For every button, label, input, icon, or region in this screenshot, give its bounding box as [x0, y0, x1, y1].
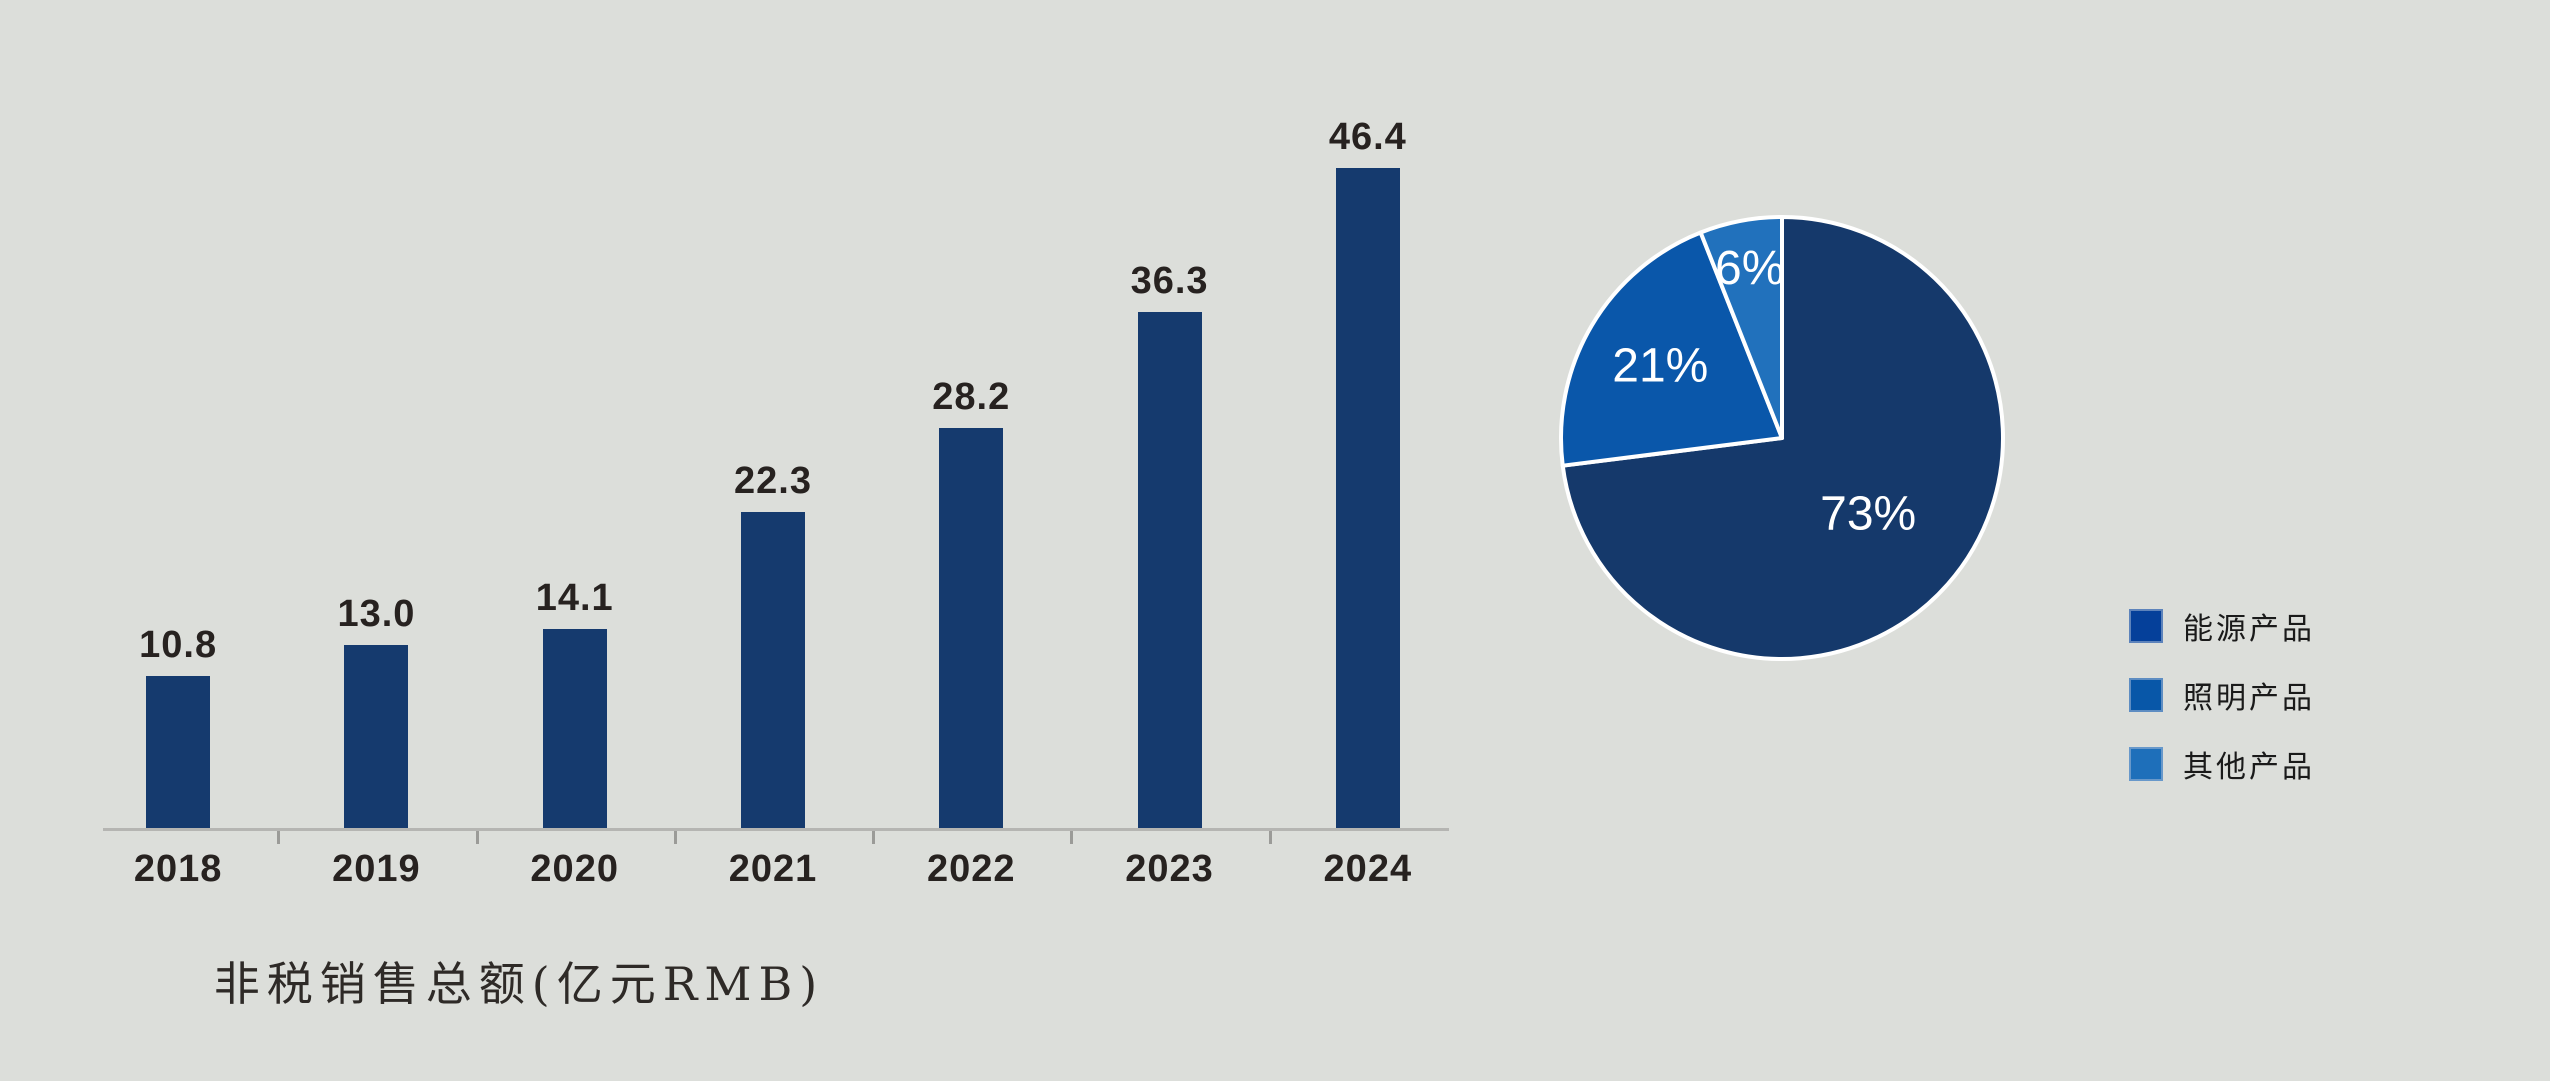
- x-axis-tick: [674, 831, 677, 844]
- bar-slot: 22.3: [674, 462, 872, 830]
- legend-label: 照明产品: [2183, 682, 2315, 715]
- pie-slice-value-label: 6%: [1715, 242, 1784, 295]
- bar-value-label: 22.3: [734, 460, 812, 502]
- legend-label: 其他产品: [2183, 751, 2315, 784]
- pie-legend: 能源产品照明产品其他产品: [2129, 609, 2315, 816]
- x-axis-tick-label: 2023: [1125, 848, 1214, 890]
- bar-slot: 36.3: [1070, 262, 1268, 830]
- bar: [1137, 312, 1202, 830]
- bar-chart-title: 非税销售总额(亿元RMB): [213, 957, 825, 1011]
- x-axis-tick: [872, 831, 875, 844]
- x-axis-line: [103, 828, 1449, 831]
- x-axis-tick-label: 2020: [530, 848, 619, 890]
- legend-label: 能源产品: [2183, 613, 2315, 646]
- bar: [146, 676, 211, 830]
- x-axis-tick-label: 2024: [1323, 848, 1413, 890]
- bar: [1335, 168, 1400, 830]
- bar-slot: 13.0: [277, 595, 475, 830]
- bar: [740, 512, 805, 830]
- legend-row: 照明产品: [2129, 678, 2315, 715]
- legend-swatch: [2129, 609, 2163, 643]
- pie-slice: [1559, 230, 1784, 468]
- bar-slot: 14.1: [476, 579, 674, 830]
- legend-swatch: [2129, 747, 2163, 781]
- pie-slice-value-label: 21%: [1612, 340, 1708, 393]
- bar: [344, 645, 409, 830]
- pie-slice: [1698, 215, 1784, 440]
- x-axis-labels: 2018 2019 2020 2021 2022 2023 2024: [79, 848, 1467, 891]
- bar-value-label: 13.0: [337, 593, 416, 635]
- bar: [542, 629, 607, 830]
- legend-row: 能源产品: [2129, 609, 2315, 646]
- x-axis-tick: [277, 831, 280, 844]
- x-axis-tick: [1070, 831, 1073, 844]
- bar-value-label: 46.4: [1328, 116, 1407, 158]
- bar-plot-area: 10.8 13.0 14.1 22.3 28.2 36.3 46.4: [79, 118, 1467, 830]
- bar: [939, 428, 1004, 830]
- bar-slot: 46.4: [1269, 118, 1467, 830]
- pie-svg: 73% 21%6%: [1559, 215, 2005, 661]
- x-axis-tick: [1269, 831, 1272, 844]
- bar-value-label: 14.1: [535, 577, 614, 619]
- x-axis-tick: [476, 831, 479, 844]
- bar-slot: 10.8: [79, 626, 277, 830]
- bar-value-label: 36.3: [1130, 260, 1209, 302]
- x-axis-tick-label: 2018: [133, 848, 223, 890]
- bar-slot: 28.2: [872, 378, 1070, 830]
- legend-swatch: [2129, 678, 2163, 712]
- x-axis-tick-label: 2022: [926, 848, 1016, 890]
- pie-slice-value-label: 73%: [1820, 488, 1916, 541]
- legend-row: 其他产品: [2129, 747, 2315, 784]
- bar-value-label: 28.2: [932, 376, 1011, 418]
- x-axis-tick-label: 2021: [728, 848, 818, 890]
- x-axis-tick-label: 2019: [332, 848, 421, 890]
- bar-value-label: 10.8: [139, 624, 218, 666]
